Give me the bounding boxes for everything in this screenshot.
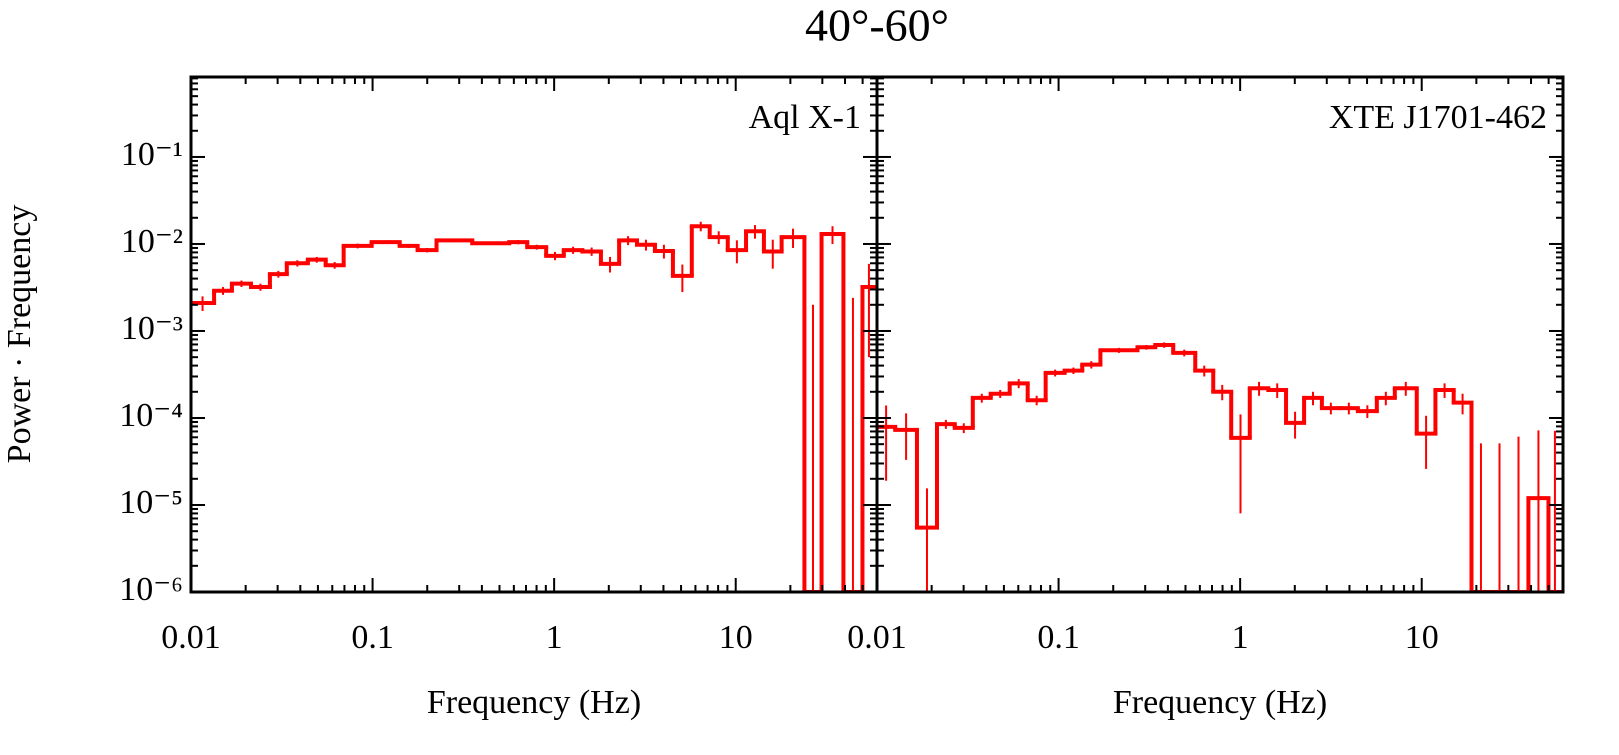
y-axis-label: Power · Frequency <box>1 205 38 464</box>
plot-area <box>877 342 1563 592</box>
x-tick-label: 0.1 <box>351 619 394 656</box>
y-tick-label: 10⁻¹ <box>121 136 183 173</box>
y-tick-label: 10⁻⁵ <box>119 484 183 521</box>
panel-label: Aql X-1 <box>749 99 861 136</box>
plot-frame <box>875 75 1565 594</box>
x-tick-label: 0.01 <box>161 619 221 656</box>
panel-label: XTE J1701-462 <box>1329 99 1547 136</box>
x-tick-label: 1 <box>546 619 563 656</box>
plot-frame <box>189 75 879 594</box>
y-tick-label: 10⁻³ <box>121 310 183 347</box>
chart-title: 40°-60° <box>805 0 949 51</box>
x-tick-label: 0.01 <box>847 619 907 656</box>
y-tick-label: 10⁻² <box>121 223 183 260</box>
x-tick-label: 10 <box>719 619 753 656</box>
y-tick-label: 10⁻⁶ <box>119 571 183 608</box>
x-axis-label: Frequency (Hz) <box>427 684 641 721</box>
x-tick-label: 1 <box>1232 619 1249 656</box>
x-tick-label: 0.1 <box>1037 619 1080 656</box>
plot-area <box>191 221 877 592</box>
y-tick-label: 10⁻⁴ <box>119 397 183 434</box>
x-axis-label: Frequency (Hz) <box>1113 684 1327 721</box>
x-tick-label: 10 <box>1405 619 1439 656</box>
